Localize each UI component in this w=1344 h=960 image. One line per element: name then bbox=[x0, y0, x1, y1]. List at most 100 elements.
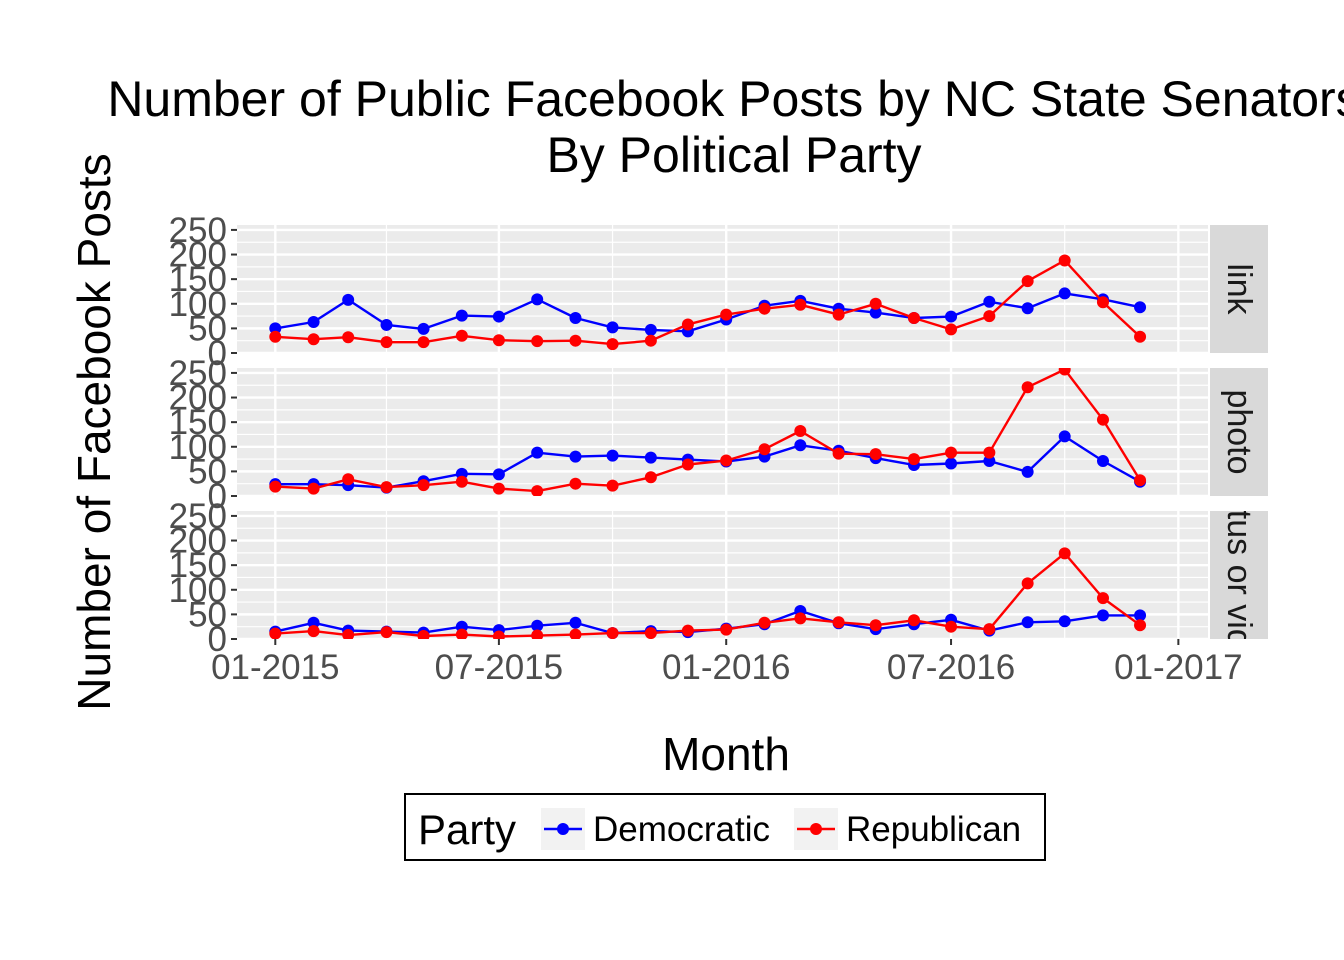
data-point-republican bbox=[1096, 296, 1109, 309]
data-point-democratic bbox=[945, 457, 958, 470]
series-line-democratic bbox=[275, 435, 1141, 489]
x-tick-label: 01-2015 bbox=[211, 648, 339, 687]
legend-label-republican: Republican bbox=[846, 810, 1021, 849]
data-point-republican bbox=[832, 616, 845, 629]
chart-title: Number of Public Facebook Posts by NC St… bbox=[107, 71, 1344, 127]
data-point-democratic bbox=[269, 322, 282, 335]
x-tick-label: 01-2017 bbox=[1114, 648, 1242, 687]
series-line-democratic bbox=[275, 292, 1141, 333]
data-point-republican bbox=[417, 630, 430, 639]
series-group bbox=[269, 254, 1147, 351]
data-point-democratic bbox=[869, 306, 882, 319]
data-point-republican bbox=[832, 447, 845, 460]
data-point-republican bbox=[1134, 330, 1147, 343]
y-tick-label: 0 bbox=[208, 477, 227, 516]
data-point-republican bbox=[983, 623, 996, 636]
data-point-democratic bbox=[531, 446, 544, 459]
data-point-republican bbox=[681, 458, 694, 471]
legend-box bbox=[404, 793, 1046, 861]
data-point-republican bbox=[269, 627, 282, 639]
data-point-democratic bbox=[1021, 465, 1034, 478]
data-point-democratic bbox=[307, 315, 320, 328]
data-point-republican bbox=[1096, 592, 1109, 605]
y-tick-label: 250 bbox=[169, 497, 227, 536]
x-tick-label: 07-2015 bbox=[435, 648, 563, 687]
data-point-republican bbox=[417, 479, 430, 492]
panel-background bbox=[237, 511, 1208, 639]
y-tick-label: 200 bbox=[169, 522, 227, 561]
data-point-republican bbox=[644, 627, 657, 639]
data-point-democratic bbox=[794, 439, 807, 452]
data-point-democratic bbox=[983, 295, 996, 308]
data-point-republican bbox=[644, 471, 657, 484]
data-point-republican bbox=[681, 318, 694, 331]
data-point-democratic bbox=[342, 293, 355, 306]
y-tick-label: 100 bbox=[169, 285, 227, 324]
y-tick-label: 200 bbox=[169, 236, 227, 275]
y-tick-label: 250 bbox=[169, 211, 227, 250]
data-point-republican bbox=[758, 616, 771, 629]
data-point-republican bbox=[531, 629, 544, 639]
data-point-republican bbox=[380, 336, 393, 349]
data-point-republican bbox=[1021, 275, 1034, 288]
data-point-republican bbox=[794, 425, 807, 438]
y-tick-label: 50 bbox=[188, 309, 227, 348]
data-point-democratic bbox=[1021, 302, 1034, 315]
x-tick-label: 07-2016 bbox=[887, 648, 1015, 687]
data-point-republican bbox=[907, 453, 920, 466]
y-tick-label: 250 bbox=[169, 354, 227, 393]
data-point-democratic bbox=[1058, 615, 1071, 628]
data-point-republican bbox=[455, 475, 468, 488]
data-point-democratic bbox=[1058, 287, 1071, 300]
y-tick-label: 100 bbox=[169, 571, 227, 610]
data-point-republican bbox=[1021, 381, 1034, 394]
data-point-republican bbox=[342, 331, 355, 344]
data-point-republican bbox=[606, 479, 619, 492]
data-point-democratic bbox=[1134, 609, 1147, 622]
data-point-republican bbox=[417, 336, 430, 349]
data-point-democratic bbox=[945, 310, 958, 323]
x-axis: 01-2015 07-2015 01-2016 07-2016 01-2017 bbox=[211, 639, 1243, 687]
facet-strip-label: photo bbox=[1220, 389, 1258, 474]
facet-strip-label: link bbox=[1220, 263, 1258, 315]
facet-panels: 050100150200250link050100150200250photo0… bbox=[169, 211, 1268, 685]
data-point-republican bbox=[1058, 368, 1071, 376]
legend-label-democratic: Democratic bbox=[593, 810, 770, 849]
data-point-republican bbox=[492, 482, 505, 495]
facet-strip-background bbox=[1210, 511, 1268, 639]
legend-key-point-democratic bbox=[557, 823, 569, 835]
data-point-democratic bbox=[531, 293, 544, 306]
data-point-democratic bbox=[569, 312, 582, 325]
facet-strip: photo bbox=[1210, 368, 1268, 496]
data-point-democratic bbox=[569, 616, 582, 629]
series-group bbox=[269, 547, 1147, 639]
data-point-democratic bbox=[1134, 301, 1147, 314]
data-point-republican bbox=[269, 330, 282, 343]
data-point-republican bbox=[380, 481, 393, 494]
data-point-republican bbox=[531, 335, 544, 348]
legend: Party Democratic Republican bbox=[404, 793, 1046, 861]
facet-strip-label: status or video bbox=[1220, 464, 1258, 685]
data-point-republican bbox=[945, 446, 958, 459]
data-point-republican bbox=[758, 443, 771, 456]
data-point-democratic bbox=[307, 616, 320, 629]
data-point-republican bbox=[455, 628, 468, 639]
y-tick-label: 150 bbox=[169, 546, 227, 585]
data-point-republican bbox=[869, 297, 882, 310]
data-point-democratic bbox=[983, 455, 996, 468]
data-point-democratic bbox=[644, 323, 657, 336]
data-point-democratic bbox=[455, 309, 468, 322]
data-point-republican bbox=[832, 308, 845, 321]
facet-strip-background bbox=[1210, 225, 1268, 353]
data-point-republican bbox=[380, 626, 393, 639]
series-line-republican bbox=[275, 368, 1142, 493]
data-point-republican bbox=[1134, 619, 1147, 632]
data-point-republican bbox=[307, 333, 320, 346]
y-tick-label: 50 bbox=[188, 452, 227, 491]
data-point-democratic bbox=[492, 310, 505, 323]
data-point-republican bbox=[945, 323, 958, 336]
